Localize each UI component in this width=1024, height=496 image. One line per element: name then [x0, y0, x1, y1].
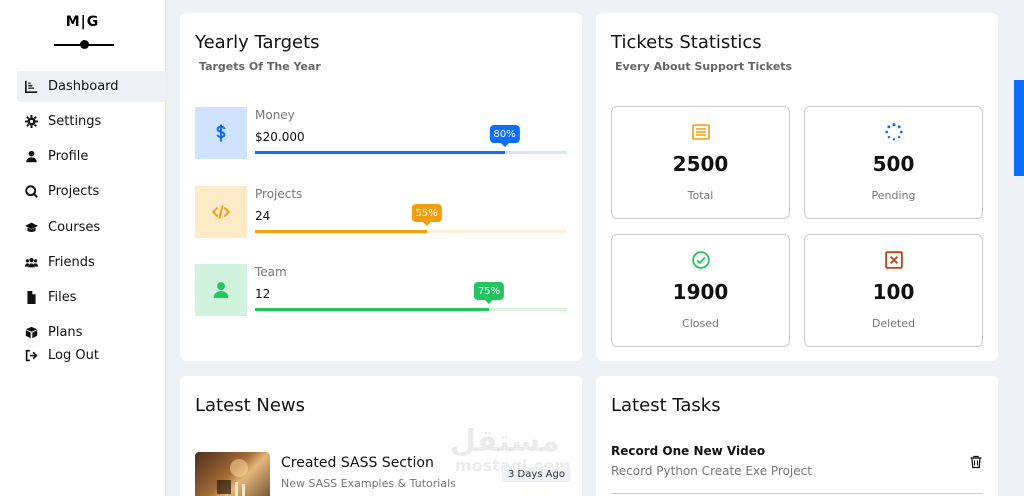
ticket-label: Total [687, 189, 714, 202]
sidebar-item-label: Profile [48, 149, 89, 164]
box-icon [24, 326, 38, 340]
card-title: Latest News [195, 395, 305, 416]
ticket-box-closed: 1900 Closed [611, 234, 790, 347]
target-money: Money $20.000 80% [195, 107, 567, 159]
card-title: Tickets Statistics [611, 32, 762, 53]
sidebar-item-settings[interactable]: Settings [17, 106, 166, 137]
sidebar-item-dashboard[interactable]: Dashboard [17, 71, 166, 102]
progress-badge: 55% [411, 204, 442, 226]
sidebar-item-label: Log Out [48, 348, 99, 363]
sidebar-item-courses[interactable]: Courses [17, 212, 166, 243]
sidebar: M|G Dashboard Settings Profile Projects … [0, 0, 166, 496]
card-subtitle: Every About Support Tickets [615, 60, 793, 73]
sign-out-icon [24, 349, 38, 363]
news-date-badge: 3 Days Ago [502, 467, 571, 482]
target-value: 12 [255, 287, 271, 301]
gear-icon [24, 115, 38, 129]
diagram-icon [24, 185, 38, 199]
scroll-indicator[interactable] [1014, 80, 1024, 176]
logo-dot [80, 40, 89, 49]
news-description: New SASS Examples & Tutorials [281, 477, 456, 490]
target-label: Team [255, 265, 287, 279]
sidebar-item-plans[interactable]: Plans [17, 317, 166, 348]
ticket-box-total: 2500 Total [611, 106, 790, 219]
task-title: Record One New Video [611, 444, 766, 458]
sidebar-item-label: Courses [48, 220, 101, 235]
target-value: 24 [255, 209, 271, 223]
tickets-statistics-card: Tickets Statistics Every About Support T… [596, 13, 998, 361]
user-icon [195, 264, 247, 316]
progress-fill [255, 308, 489, 311]
watermark: مستقل [450, 424, 560, 459]
target-value: $20.000 [255, 130, 305, 144]
ticket-box-pending: 500 Pending [804, 106, 983, 219]
target-label: Projects [255, 187, 303, 201]
ticket-box-deleted: 100 Deleted [804, 234, 983, 347]
ticket-number: 1900 [672, 280, 729, 304]
logo: M|G [65, 14, 100, 30]
target-projects: Projects 24 55% [195, 186, 567, 238]
code-icon [195, 186, 247, 238]
ticket-number: 500 [872, 152, 915, 176]
trash-icon[interactable] [969, 454, 983, 469]
progress-fill [255, 230, 427, 233]
check-circle-icon [612, 251, 789, 269]
x-square-icon [805, 251, 982, 269]
progress-track: 80% [255, 125, 567, 154]
card-title: Latest Tasks [611, 395, 721, 416]
task-divider [611, 493, 983, 494]
ticket-number: 100 [872, 280, 915, 304]
graduation-cap-icon [24, 221, 38, 235]
dollar-icon [195, 107, 247, 159]
list-icon [612, 123, 789, 141]
progress-fill [255, 151, 505, 154]
sidebar-item-projects[interactable]: Projects [17, 176, 166, 207]
task-description: Record Python Create Exe Project [611, 464, 812, 478]
sidebar-item-label: Friends [48, 255, 95, 270]
progress-badge: 75% [473, 282, 505, 304]
user-icon [24, 150, 38, 164]
sidebar-item-profile[interactable]: Profile [17, 141, 166, 172]
sidebar-item-files[interactable]: Files [17, 282, 166, 313]
ticket-label: Deleted [871, 317, 916, 330]
sidebar-item-label: Settings [48, 114, 102, 129]
ticket-label: Pending [871, 189, 916, 202]
progress-badge: 80% [489, 125, 520, 147]
news-thumbnail[interactable] [195, 452, 270, 496]
news-title[interactable]: Created SASS Section [281, 455, 434, 471]
yearly-targets-card: Yearly Targets Targets Of The Year Money… [180, 13, 582, 361]
sidebar-item-label: Plans [48, 325, 83, 340]
target-team: Team 12 75% [195, 264, 567, 316]
ticket-label: Closed [682, 317, 719, 330]
target-label: Money [255, 108, 295, 122]
ticket-number: 2500 [672, 152, 729, 176]
latest-tasks-card: Latest Tasks Record One New Video Record… [596, 376, 998, 496]
sidebar-item-label: Files [48, 290, 77, 305]
spinner-icon [805, 123, 982, 141]
progress-track: 75% [255, 282, 567, 311]
users-icon [24, 256, 38, 270]
sidebar-item-logout[interactable]: Log Out [17, 340, 166, 371]
latest-news-card: Latest News مستقل mostaql.com Created SA… [180, 376, 582, 496]
sidebar-item-friends[interactable]: Friends [17, 247, 166, 278]
sidebar-item-label: Dashboard [48, 79, 119, 94]
card-title: Yearly Targets [195, 32, 320, 53]
chart-line-icon [24, 80, 38, 94]
card-subtitle: Targets Of The Year [199, 60, 321, 73]
file-icon [24, 291, 38, 305]
sidebar-item-label: Projects [48, 184, 100, 199]
progress-track: 55% [255, 204, 567, 233]
